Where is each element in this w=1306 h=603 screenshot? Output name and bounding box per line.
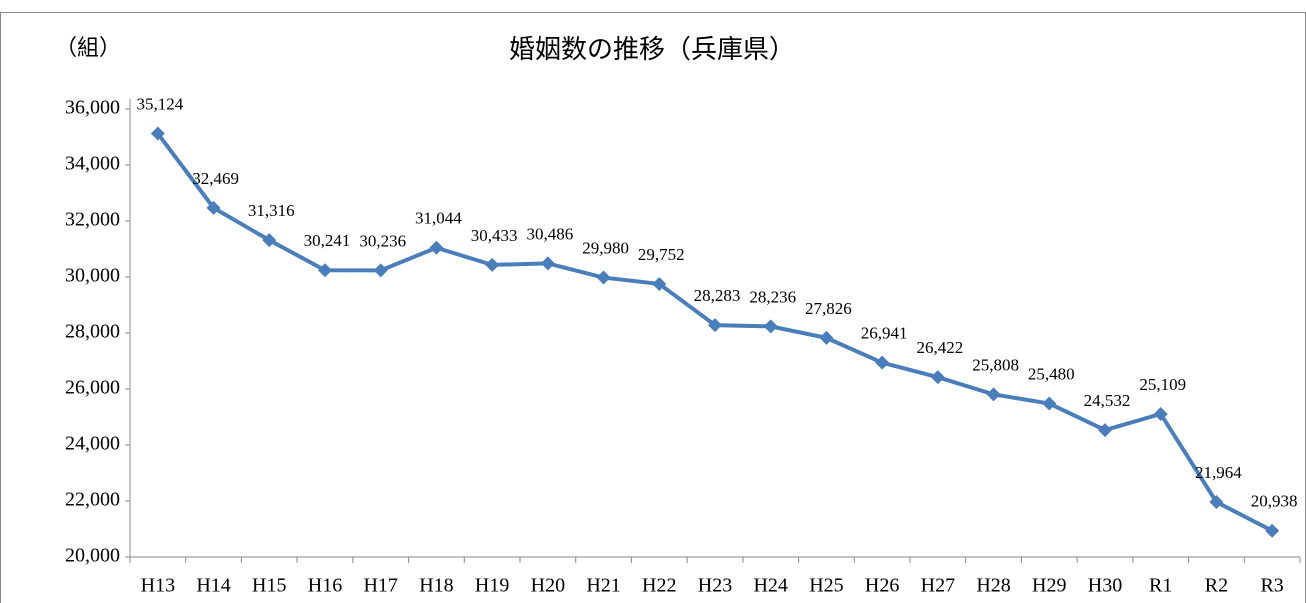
data-label: 31,316 (248, 201, 295, 220)
x-tick-label: H27 (921, 575, 955, 597)
x-tick-label: R3 (1260, 575, 1283, 597)
data-label: 25,480 (1028, 364, 1075, 383)
data-label: 24,532 (1084, 391, 1131, 410)
y-tick-label: 30,000 (65, 265, 120, 287)
data-label: 30,241 (304, 231, 351, 250)
x-tick-label: H28 (976, 575, 1010, 597)
data-point (150, 126, 165, 141)
data-label: 21,964 (1195, 463, 1242, 482)
data-label: 30,236 (359, 231, 406, 250)
x-tick-label: H22 (642, 575, 676, 597)
y-tick-label: 26,000 (65, 377, 120, 399)
x-tick-label: H19 (475, 575, 509, 597)
data-point (875, 355, 890, 370)
x-tick-label: R1 (1149, 575, 1172, 597)
data-label: 25,808 (972, 355, 1019, 374)
data-label: 25,109 (1139, 375, 1186, 394)
x-tick-label: H18 (419, 575, 453, 597)
data-point (1209, 495, 1224, 510)
x-tick-label: H25 (809, 575, 843, 597)
data-point (206, 200, 221, 215)
data-point (986, 387, 1001, 402)
data-point (708, 318, 722, 333)
x-tick-label: H24 (753, 575, 787, 597)
data-label: 30,433 (471, 226, 518, 245)
data-point (596, 270, 611, 285)
data-label: 35,124 (136, 94, 183, 113)
data-label: 29,980 (582, 238, 629, 257)
data-point (318, 263, 332, 278)
data-point (763, 319, 778, 334)
data-label: 20,938 (1251, 492, 1298, 511)
x-tick-label: R2 (1205, 575, 1228, 597)
data-label: 28,283 (694, 286, 741, 305)
x-tick-label: H13 (141, 575, 175, 597)
y-tick-label: 36,000 (65, 97, 120, 119)
data-label: 32,469 (192, 169, 239, 188)
data-label: 29,752 (638, 245, 685, 264)
data-point (1265, 523, 1280, 538)
x-tick-label: H26 (865, 575, 899, 597)
x-tick-label: H17 (363, 575, 397, 597)
y-tick-label: 34,000 (65, 153, 120, 175)
data-point (540, 256, 555, 271)
data-point (485, 257, 500, 272)
x-tick-label: H23 (698, 575, 732, 597)
y-tick-label: 20,000 (65, 545, 120, 567)
x-tick-label: H29 (1032, 575, 1066, 597)
y-tick-label: 28,000 (65, 321, 120, 343)
data-label: 27,826 (805, 299, 852, 318)
x-tick-label: H14 (196, 575, 230, 597)
y-tick-label: 24,000 (65, 433, 120, 455)
data-point (1042, 396, 1057, 411)
x-tick-label: H15 (252, 575, 286, 597)
data-point (429, 240, 444, 255)
data-point (930, 370, 945, 385)
x-tick-label: H30 (1088, 575, 1122, 597)
data-point (373, 263, 388, 278)
data-label: 26,422 (916, 338, 963, 357)
x-tick-label: H21 (586, 575, 620, 597)
x-tick-label: H20 (531, 575, 565, 597)
data-point (262, 233, 277, 248)
data-point (652, 276, 667, 291)
data-label: 28,236 (749, 287, 796, 306)
data-label: 30,486 (526, 224, 573, 243)
data-label: 31,044 (415, 209, 462, 228)
y-tick-label: 32,000 (65, 209, 120, 231)
data-label: 26,941 (861, 324, 908, 343)
x-tick-label: H16 (308, 575, 342, 597)
data-point (1153, 406, 1168, 421)
data-point (819, 330, 834, 345)
y-tick-label: 22,000 (65, 489, 120, 511)
chart-title: 婚姻数の推移（兵庫県） (509, 35, 795, 64)
chart-frame (0, 12, 1306, 603)
data-point (1098, 423, 1112, 438)
y-axis-label: （組） (55, 35, 121, 60)
